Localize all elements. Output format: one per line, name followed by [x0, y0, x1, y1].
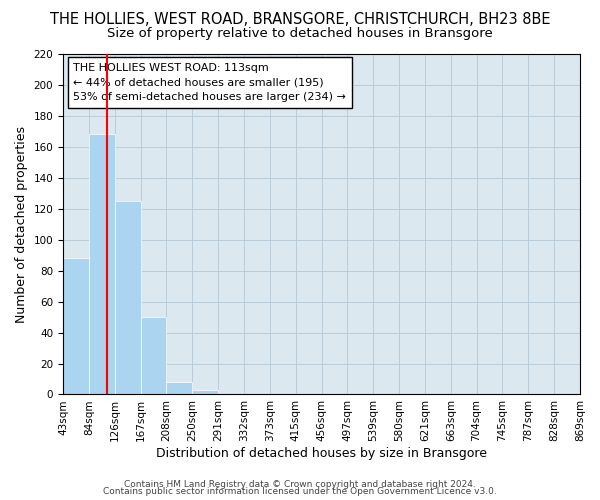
Text: Size of property relative to detached houses in Bransgore: Size of property relative to detached ho… — [107, 28, 493, 40]
Text: Contains public sector information licensed under the Open Government Licence v3: Contains public sector information licen… — [103, 487, 497, 496]
Bar — [192, 390, 218, 394]
Bar — [63, 258, 89, 394]
Text: THE HOLLIES, WEST ROAD, BRANSGORE, CHRISTCHURCH, BH23 8BE: THE HOLLIES, WEST ROAD, BRANSGORE, CHRIS… — [50, 12, 550, 28]
X-axis label: Distribution of detached houses by size in Bransgore: Distribution of detached houses by size … — [156, 447, 487, 460]
Text: THE HOLLIES WEST ROAD: 113sqm
← 44% of detached houses are smaller (195)
53% of : THE HOLLIES WEST ROAD: 113sqm ← 44% of d… — [73, 62, 346, 102]
Bar — [140, 317, 166, 394]
Bar — [89, 134, 115, 394]
Bar — [115, 201, 140, 394]
Text: Contains HM Land Registry data © Crown copyright and database right 2024.: Contains HM Land Registry data © Crown c… — [124, 480, 476, 489]
Y-axis label: Number of detached properties: Number of detached properties — [15, 126, 28, 322]
Bar — [166, 382, 192, 394]
